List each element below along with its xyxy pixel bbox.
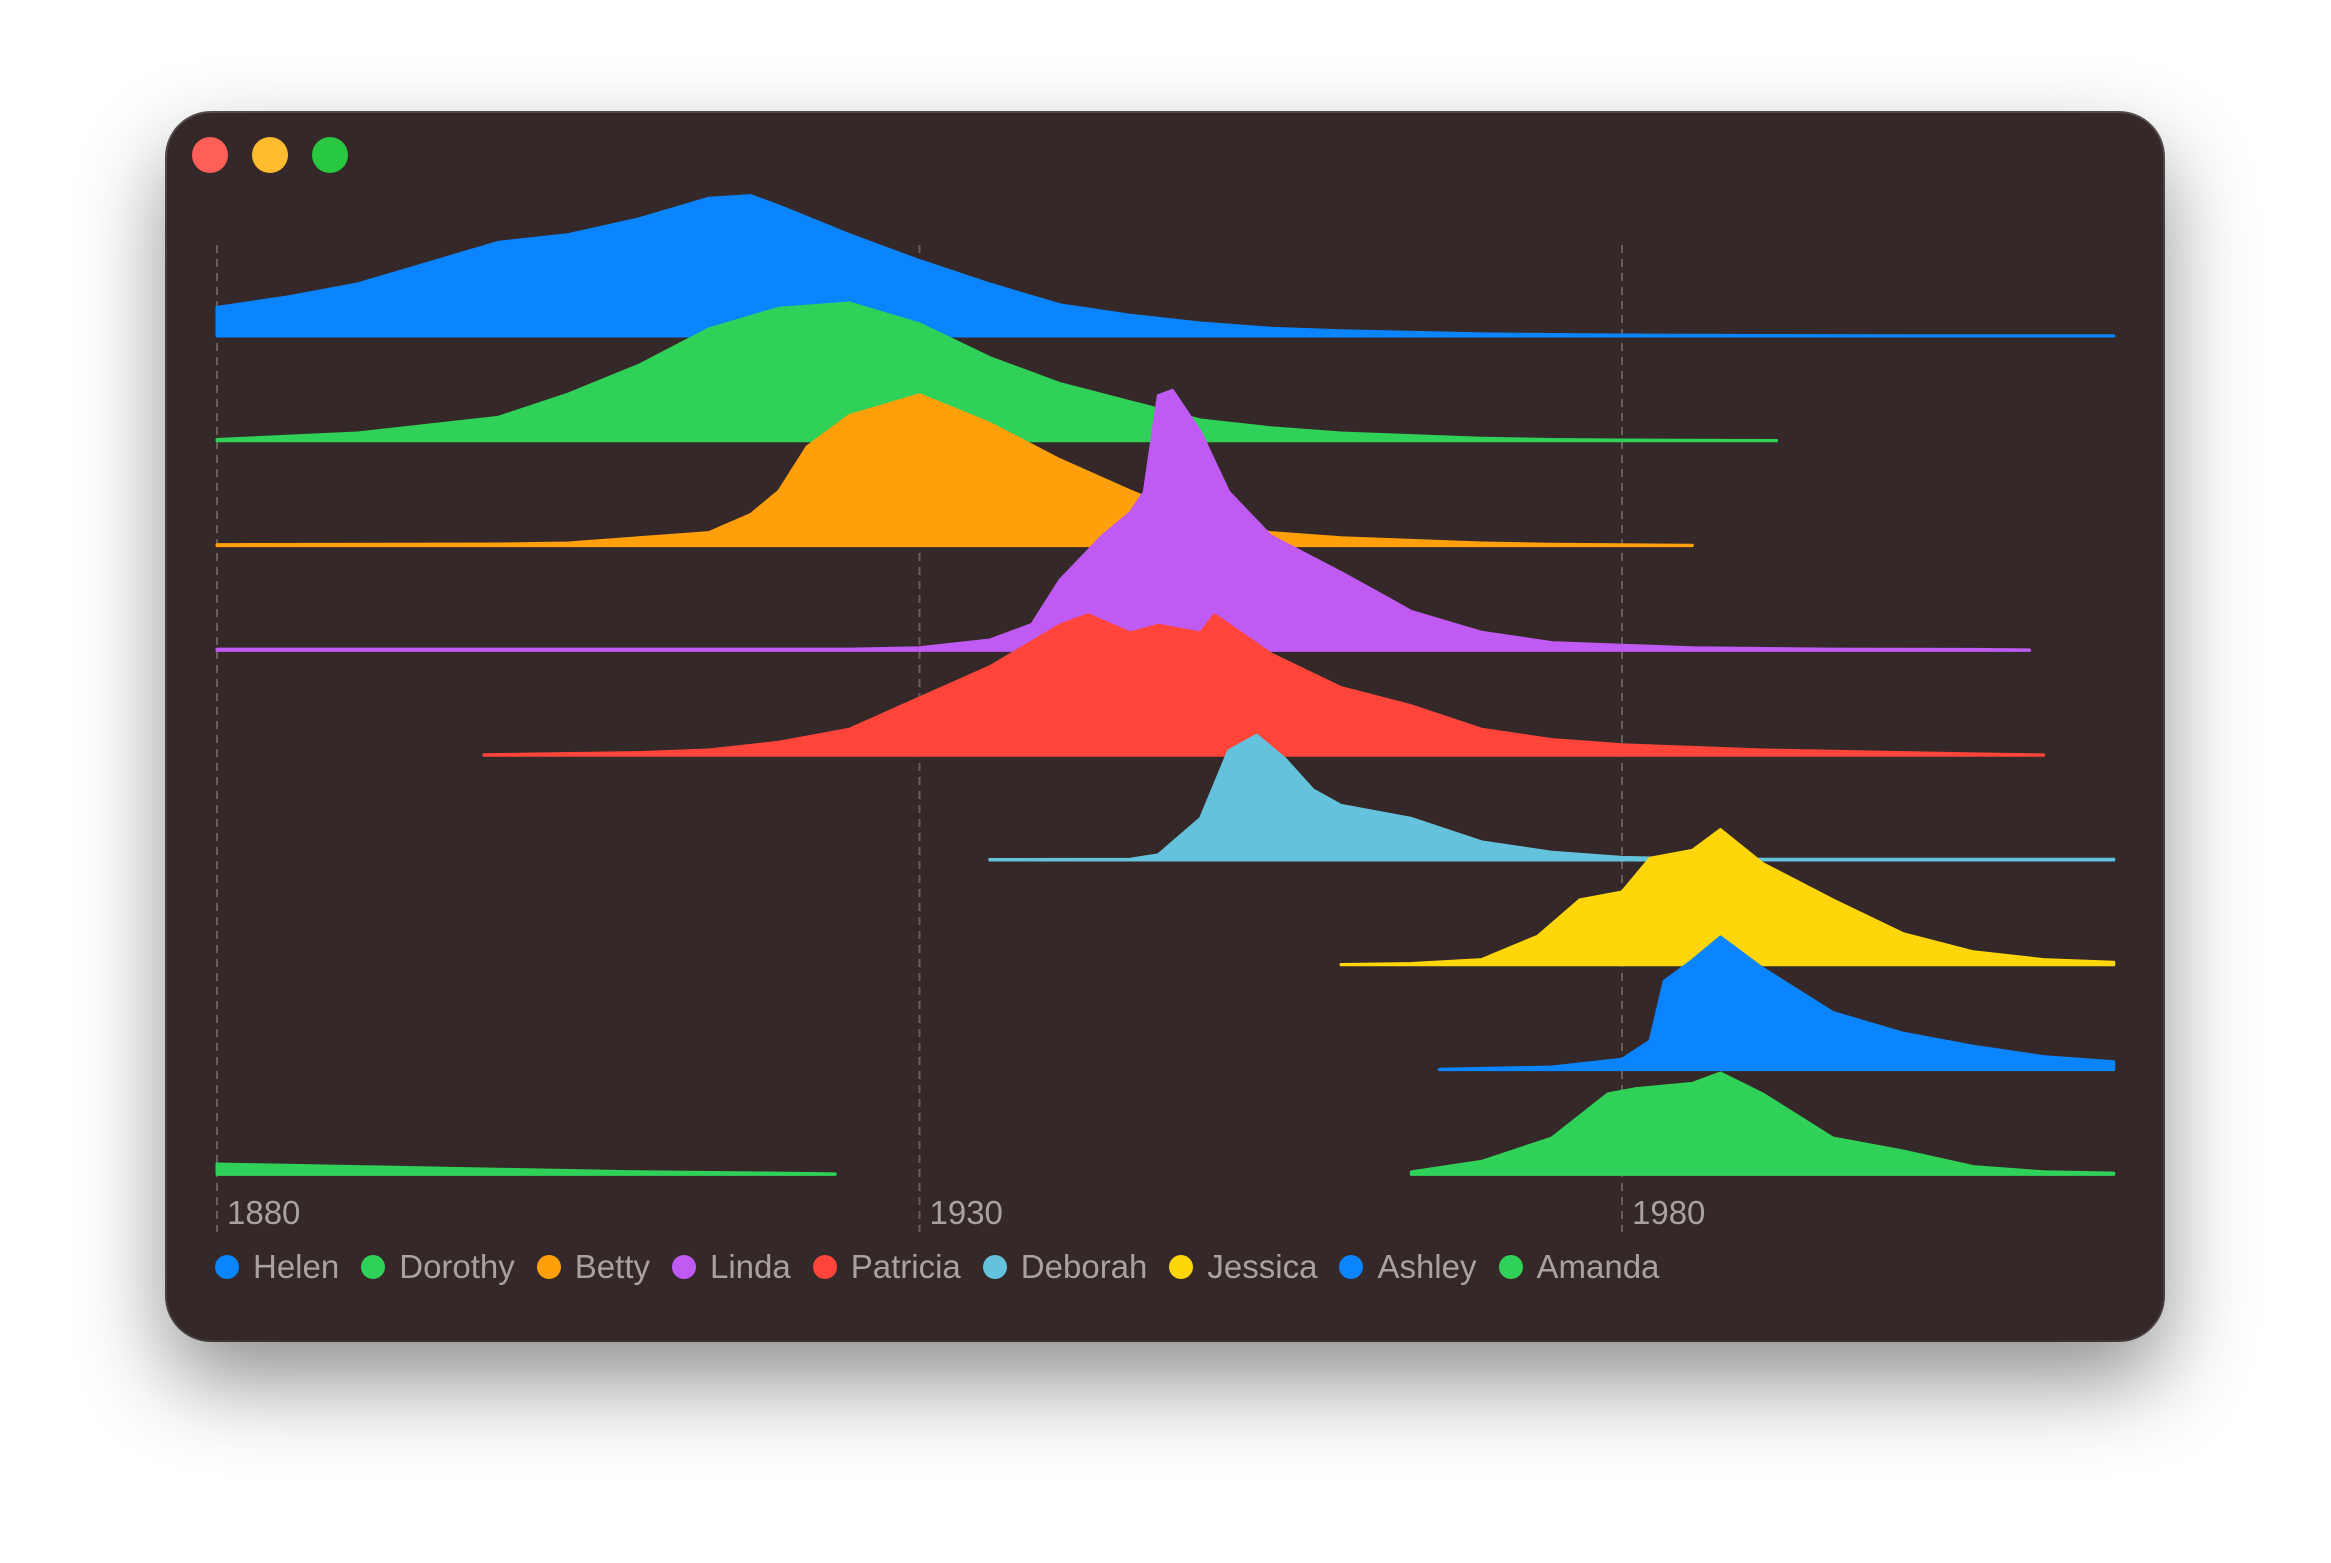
legend-item-betty: Betty [536,1248,650,1286]
legend-swatch [672,1255,696,1279]
legend-swatch [361,1255,386,1279]
close-button[interactable] [192,137,228,173]
ridge-helen [215,194,2116,338]
ridge-patricia [482,613,2045,757]
x-tick-label: 1930 [930,1194,1003,1231]
legend-swatch [215,1255,239,1279]
legend-swatch [1498,1255,1523,1279]
ridge-deborah [988,733,2116,862]
ridge-linda [215,388,2031,652]
minimize-button[interactable] [252,137,288,173]
legend-swatch [1169,1255,1194,1279]
ridge-ashley [1437,935,2116,1072]
legend-item-ashley: Ashley [1339,1248,1477,1286]
ridge-betty [215,393,1694,548]
legend-item-linda: Linda [672,1248,791,1286]
zoom-button[interactable] [312,137,348,173]
legend-label: Patricia [850,1248,961,1285]
legend-item-deborah: Deborah [982,1248,1148,1286]
legend-label: Betty [574,1248,650,1285]
legend-label: Deborah [1020,1248,1148,1285]
legend-item-helen: Helen [215,1248,339,1286]
legend-swatch [982,1255,1007,1279]
chart-legend: Helen Dorothy Betty Linda Patricia Deborah Jes… [215,1248,1681,1286]
ridge-jessica [1339,828,2116,967]
legend-label: Jessica [1207,1248,1318,1285]
legend-swatch [1339,1255,1364,1279]
legend-label: Helen [253,1248,340,1285]
legend-label: Dorothy [399,1248,515,1285]
x-tick-label: 1980 [1632,1194,1705,1231]
x-tick-label: 1880 [227,1194,300,1231]
legend-label: Linda [710,1248,791,1285]
legend-label: Ashley [1377,1248,1477,1285]
ridge-amanda [1409,1071,2116,1176]
legend-item-patricia: Patricia [812,1248,961,1286]
ridge-amanda [215,1162,837,1176]
legend-swatch [536,1255,561,1279]
legend-swatch [812,1255,837,1279]
ridge-dorothy [215,301,1779,443]
legend-item-jessica: Jessica [1169,1248,1317,1286]
legend-label: Amanda [1536,1248,1660,1285]
legend-item-dorothy: Dorothy [361,1248,515,1286]
legend-item-amanda: Amanda [1498,1248,1660,1286]
